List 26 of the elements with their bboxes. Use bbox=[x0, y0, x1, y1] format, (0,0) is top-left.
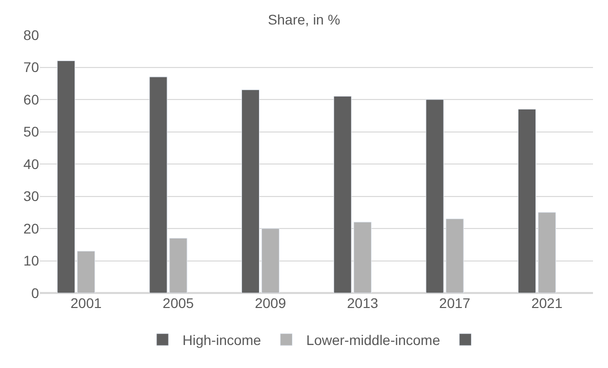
bar bbox=[57, 60, 76, 293]
y-tick-label: 20 bbox=[23, 220, 40, 236]
bar bbox=[538, 212, 556, 293]
y-tick-label: 80 bbox=[23, 26, 40, 43]
x-tick-label: 2001 bbox=[70, 295, 102, 311]
bar bbox=[518, 108, 536, 293]
legend-label: Lower-middle-income bbox=[306, 332, 440, 348]
x-tick-label: 2013 bbox=[347, 295, 378, 311]
bar bbox=[334, 96, 352, 293]
bar bbox=[261, 228, 280, 293]
x-tick-label: 2005 bbox=[162, 295, 194, 311]
bar bbox=[77, 250, 96, 293]
y-tick-label: 10 bbox=[23, 252, 40, 269]
bar bbox=[241, 90, 260, 293]
y-tick-label: 40 bbox=[23, 156, 40, 172]
x-tick-label: 2021 bbox=[531, 295, 563, 311]
y-tick-label: 60 bbox=[23, 91, 40, 108]
x-tick-label: 2017 bbox=[439, 295, 471, 311]
x-tick-label: 2009 bbox=[254, 295, 286, 311]
y-tick-label: 30 bbox=[23, 188, 40, 204]
bar bbox=[354, 222, 372, 293]
y-tick-label: 50 bbox=[23, 124, 40, 140]
legend-label: High-income bbox=[182, 332, 262, 348]
y-tick-label: 70 bbox=[23, 59, 40, 76]
y-tick-label: 0 bbox=[31, 284, 40, 301]
chart-title: Share, in % bbox=[268, 12, 340, 28]
